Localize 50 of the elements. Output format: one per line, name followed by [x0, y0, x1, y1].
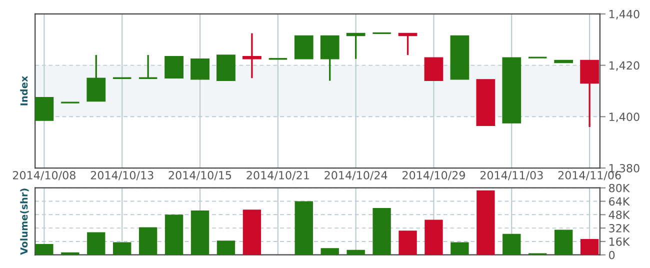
bar	[424, 220, 443, 255]
x-tick-label: 2014/10/21	[246, 171, 309, 180]
candlestick	[190, 58, 210, 80]
y-axis-title: Volume(shr)	[20, 188, 29, 255]
candlestick	[35, 97, 54, 121]
bar	[216, 240, 236, 255]
candlestick	[86, 54, 106, 102]
bar	[372, 208, 391, 255]
bar	[138, 227, 158, 255]
bar	[164, 214, 184, 255]
bar	[320, 248, 339, 255]
bar	[580, 238, 599, 255]
x-tick-label: 2014/11/03	[480, 171, 543, 180]
bar	[502, 234, 521, 255]
bar	[554, 230, 573, 255]
candlestick	[398, 32, 418, 56]
candlestick	[320, 34, 340, 82]
bar	[242, 210, 262, 255]
bar	[113, 242, 132, 255]
bar	[398, 230, 417, 255]
bar	[346, 250, 365, 255]
y-tick-label: 16K	[610, 237, 630, 246]
candlestick	[138, 54, 158, 79]
candlestick	[294, 35, 314, 60]
bar	[294, 201, 313, 255]
candlestick	[164, 56, 184, 78]
y-tick-label: 1,440	[610, 10, 640, 20]
x-tick-label: 2014/10/15	[168, 171, 232, 180]
x-tick-label: 2014/11/06	[558, 171, 621, 180]
x-tick-label: 2014/10/13	[90, 171, 154, 180]
candlestick	[242, 32, 262, 79]
candlestick	[424, 57, 444, 82]
bar	[450, 242, 469, 255]
y-tick-label: 0	[609, 250, 615, 260]
x-tick-label: 2014/10/29	[402, 171, 465, 180]
y-tick-label: 48K	[608, 210, 630, 220]
x-tick-label: 2014/10/24	[324, 171, 388, 180]
bar	[35, 244, 54, 255]
y-tick-label: 1,420	[610, 61, 640, 71]
y-tick-label: 1,400	[610, 112, 640, 122]
bar	[87, 232, 106, 255]
bar	[476, 190, 495, 255]
bar	[190, 210, 210, 255]
y-axis-title: Index	[20, 76, 28, 106]
y-tick-label: 32K	[609, 224, 630, 232]
x-tick-label: 2014/10/08	[12, 171, 76, 180]
y-tick-label: 64K	[609, 197, 630, 206]
candlestick	[346, 32, 366, 60]
y-tick-label: 80K	[609, 184, 630, 192]
y-tick-label: 1,380	[610, 164, 640, 174]
